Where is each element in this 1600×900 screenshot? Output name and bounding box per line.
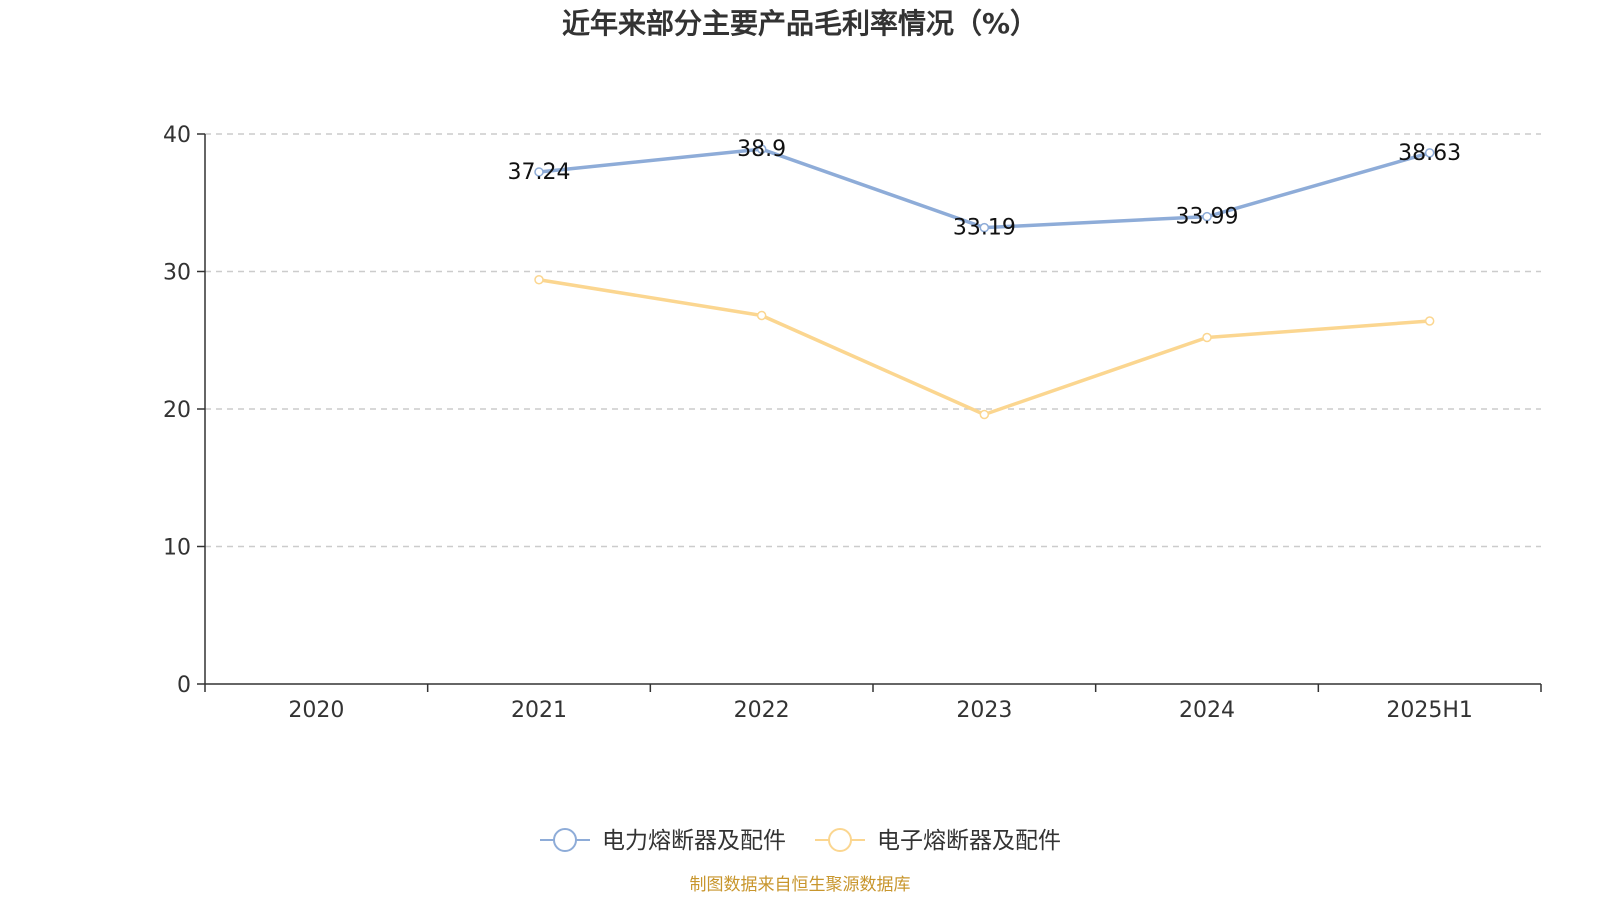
series-line: [538, 278, 1430, 417]
legend-item-2[interactable]: 电子熔断器及配件: [815, 828, 1061, 854]
source-note: 制图数据来自恒生聚源数据库: [690, 875, 911, 895]
legend[interactable]: 电力熔断器及配件 电子熔断器及配件: [540, 828, 1061, 854]
data-label: 33.19: [953, 216, 1016, 241]
chart-title: 近年来部分主要产品毛利率情况（%）: [562, 7, 1038, 40]
series-1: 37.24 38.9 33.19 33.99 38.63: [508, 137, 1462, 241]
x-tick-label: 2023: [956, 698, 1012, 723]
data-point[interactable]: [1424, 148, 1435, 158]
y-tick-label: 0: [177, 673, 191, 698]
data-point[interactable]: [1424, 316, 1435, 326]
x-tick-label: 2020: [288, 698, 344, 723]
x-tick-label: 2022: [734, 698, 790, 723]
x-tick-label: 2021: [511, 698, 567, 723]
data-label: 38.9: [737, 137, 786, 162]
legend-label: 电力熔断器及配件: [602, 828, 786, 854]
data-point[interactable]: [1202, 211, 1212, 222]
y-tick-label: 30: [163, 261, 191, 286]
y-tick-label: 20: [163, 398, 191, 423]
data-point[interactable]: [534, 275, 544, 285]
data-label: 33.99: [1176, 205, 1239, 230]
data-label: 38.63: [1398, 141, 1461, 166]
legend-marker: [553, 828, 577, 852]
series-2: [534, 275, 1435, 420]
y-tick-label: 40: [163, 123, 191, 148]
series-group: 37.24 38.9 33.19 33.99 38.63: [508, 137, 1462, 420]
data-point[interactable]: [534, 167, 544, 177]
x-tick-label: 2025H1: [1386, 698, 1473, 723]
data-point[interactable]: [1202, 332, 1212, 343]
x-tick-label: 2024: [1179, 698, 1235, 723]
data-point[interactable]: [979, 222, 990, 233]
data-point[interactable]: [756, 144, 767, 154]
data-label: 37.24: [508, 160, 571, 185]
legend-item-1[interactable]: 电力熔断器及配件: [540, 828, 786, 854]
data-point[interactable]: [979, 409, 990, 420]
legend-marker: [828, 828, 852, 852]
axes: 0 10 20 30 40 2020 2021 2022 2023 2024 2025H1: [163, 123, 1542, 723]
y-tick-label: 10: [163, 536, 191, 561]
legend-label: 电子熔断器及配件: [877, 828, 1061, 854]
data-point[interactable]: [756, 310, 767, 321]
grid-lines: [205, 133, 1541, 548]
